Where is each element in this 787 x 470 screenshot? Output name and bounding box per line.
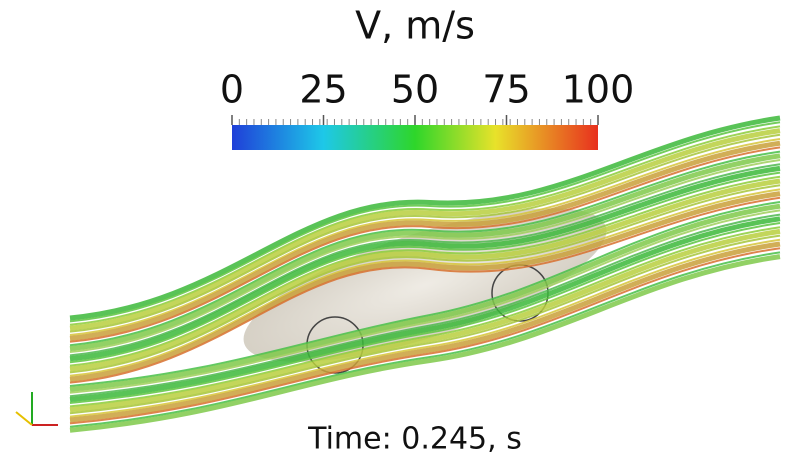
colorbar: [232, 125, 598, 150]
tick-label: 100: [562, 68, 635, 112]
colorbar-title: V, m/s: [355, 4, 475, 48]
tick-label: 25: [299, 68, 347, 112]
tick-label: 75: [482, 68, 530, 112]
visualization: V, m/s Time: 0.245, s 0 25 50 75 100: [0, 0, 787, 470]
tick-label: 50: [391, 68, 439, 112]
time-caption: Time: 0.245, s: [307, 422, 522, 457]
axes-icon: [16, 392, 58, 425]
tick-label: 0: [220, 68, 244, 112]
